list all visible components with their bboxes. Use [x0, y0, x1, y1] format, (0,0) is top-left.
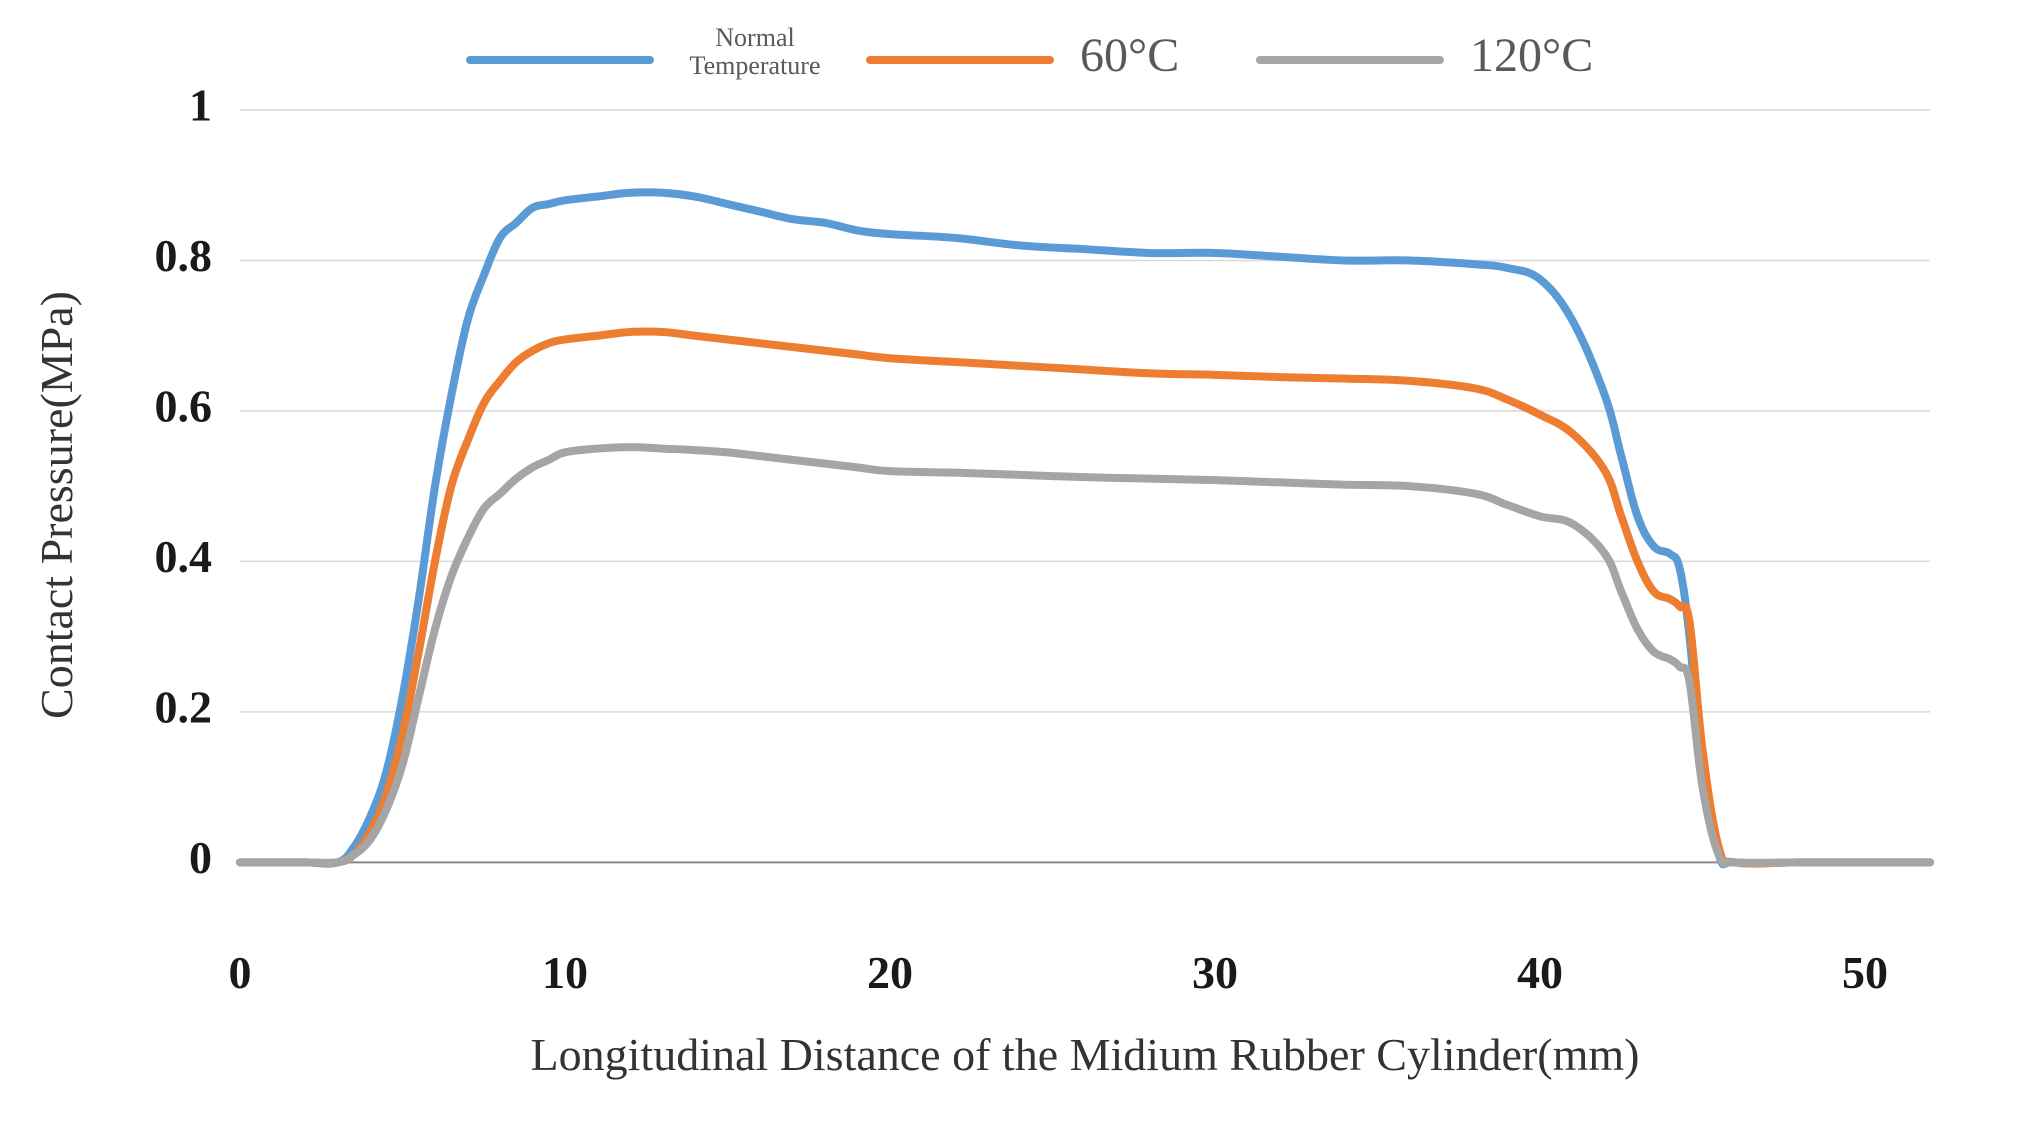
y-tick-label: 0 [189, 832, 212, 883]
x-tick-label: 0 [229, 947, 252, 998]
chart-container: 0 0.2 0.4 0.6 0.8 1 0 10 20 30 40 50 Contact Press… [0, 0, 2033, 1126]
y-tick-label: 0.8 [155, 230, 213, 281]
x-tick-label: 20 [867, 947, 913, 998]
y-tick-label: 1 [189, 80, 212, 131]
legend-label: 60°C [1080, 29, 1179, 82]
legend-label: Normal [715, 23, 794, 52]
legend: NormalTemperature 60°C 120°C [470, 23, 1593, 82]
line-chart: 0 0.2 0.4 0.6 0.8 1 0 10 20 30 40 50 Contact Press… [0, 0, 2033, 1126]
legend-label: Temperature [690, 51, 821, 80]
plot-background [240, 110, 1930, 900]
x-tick-labels: 0 10 20 30 40 50 [229, 947, 1889, 998]
y-tick-label: 0.4 [155, 531, 213, 582]
x-axis-title: Longitudinal Distance of the Midium Rubb… [531, 1029, 1640, 1080]
y-tick-labels: 0 0.2 0.4 0.6 0.8 1 [155, 80, 213, 883]
x-tick-label: 30 [1192, 947, 1238, 998]
y-tick-label: 0.6 [155, 381, 213, 432]
x-tick-label: 40 [1517, 947, 1563, 998]
x-tick-label: 10 [542, 947, 588, 998]
y-axis-title: Contact Pressure(MPa) [31, 291, 82, 719]
legend-label: 120°C [1470, 29, 1593, 82]
y-tick-label: 0.2 [155, 681, 213, 732]
x-tick-label: 50 [1842, 947, 1888, 998]
